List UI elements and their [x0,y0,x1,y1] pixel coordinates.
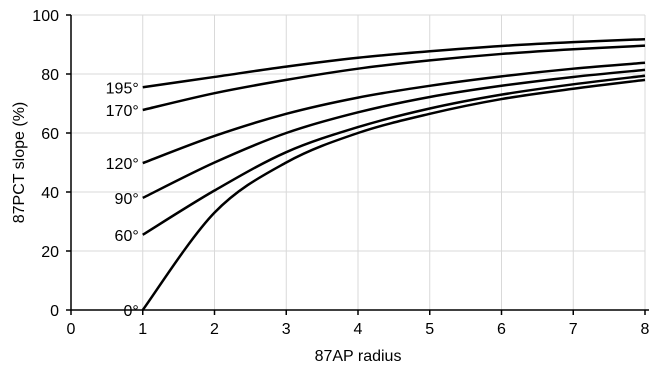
y-tick-label: 0 [50,303,59,320]
y-tick-label: 20 [41,244,59,261]
series-line [142,37,646,89]
x-tick-label: 1 [138,321,147,338]
y-tick-label: 60 [41,126,59,143]
series-label: 0° [123,303,138,320]
series-line [142,68,646,200]
series-label: 170° [106,103,139,120]
series-label: 90° [115,191,139,208]
x-tick-label: 7 [569,321,578,338]
x-tick-label: 2 [210,321,219,338]
series-label: 195° [106,80,139,97]
series-label: 60° [115,228,139,245]
x-tick-label: 5 [425,321,434,338]
series-line [142,61,646,165]
series-line [141,78,646,311]
x-tick-label: 4 [354,321,363,338]
series-line [142,44,646,112]
curves [141,37,646,311]
y-tick-label: 80 [41,67,59,84]
y-axis-title: 87PCT slope (%) [11,102,28,224]
y-tick-label: 100 [32,8,59,25]
labels: 195° 170° 120° 90° 60° 0° [106,80,139,320]
x-tick-label: 6 [497,321,506,338]
x-axis-title: 87AP radius [315,348,402,365]
x-tick-label: 3 [282,321,291,338]
series-line [142,74,646,236]
x-tick-label: 0 [67,321,76,338]
y-tick-label: 40 [41,185,59,202]
x-tick-label: 8 [641,321,649,338]
grid [71,14,646,310]
series-label: 120° [106,156,139,173]
